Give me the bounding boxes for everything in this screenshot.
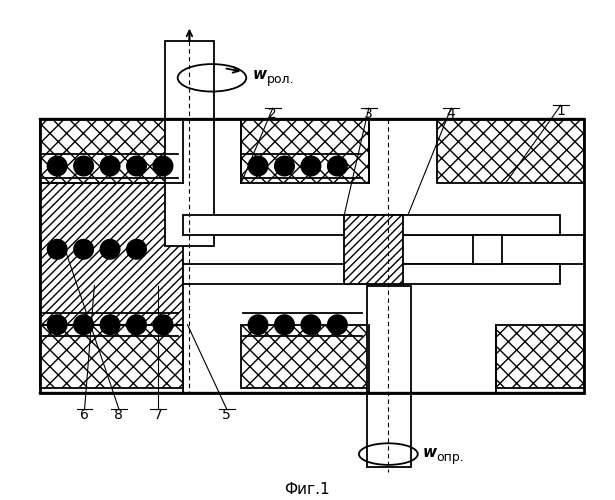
Circle shape — [153, 156, 173, 176]
Bar — [496, 324, 584, 388]
Text: w: w — [423, 444, 437, 460]
Bar — [369, 234, 584, 264]
Bar — [41, 119, 584, 394]
Circle shape — [248, 315, 268, 334]
Circle shape — [328, 156, 347, 176]
Bar — [241, 119, 369, 182]
Circle shape — [74, 156, 93, 176]
Circle shape — [275, 315, 294, 334]
Circle shape — [100, 240, 120, 259]
Circle shape — [275, 156, 294, 176]
Circle shape — [47, 315, 67, 334]
Bar — [41, 182, 183, 324]
Bar — [41, 324, 183, 388]
Circle shape — [127, 156, 146, 176]
Bar — [437, 119, 584, 182]
Text: опр.: опр. — [437, 450, 464, 464]
Circle shape — [74, 315, 93, 334]
Text: Фиг.1: Фиг.1 — [284, 482, 330, 496]
Circle shape — [301, 156, 321, 176]
Bar — [183, 264, 560, 283]
Circle shape — [153, 315, 173, 334]
Text: 4: 4 — [446, 107, 456, 121]
Text: 2: 2 — [268, 107, 277, 121]
Circle shape — [47, 156, 67, 176]
Text: w: w — [253, 68, 268, 82]
Text: 7: 7 — [154, 408, 162, 422]
Bar — [472, 234, 502, 264]
Text: рол.: рол. — [267, 74, 295, 86]
Bar — [241, 324, 369, 388]
Circle shape — [74, 240, 93, 259]
Bar — [41, 119, 183, 182]
Text: 1: 1 — [557, 104, 565, 118]
Bar — [183, 215, 560, 234]
Bar — [165, 40, 214, 246]
Text: 5: 5 — [222, 408, 231, 422]
Text: 8: 8 — [114, 408, 124, 422]
Bar — [367, 286, 411, 467]
Circle shape — [127, 315, 146, 334]
Text: 3: 3 — [364, 107, 373, 121]
Circle shape — [100, 315, 120, 334]
Bar — [344, 215, 403, 284]
Circle shape — [100, 156, 120, 176]
Circle shape — [301, 315, 321, 334]
Circle shape — [248, 156, 268, 176]
Circle shape — [328, 315, 347, 334]
Text: 6: 6 — [80, 408, 89, 422]
Circle shape — [127, 240, 146, 259]
Circle shape — [47, 240, 67, 259]
